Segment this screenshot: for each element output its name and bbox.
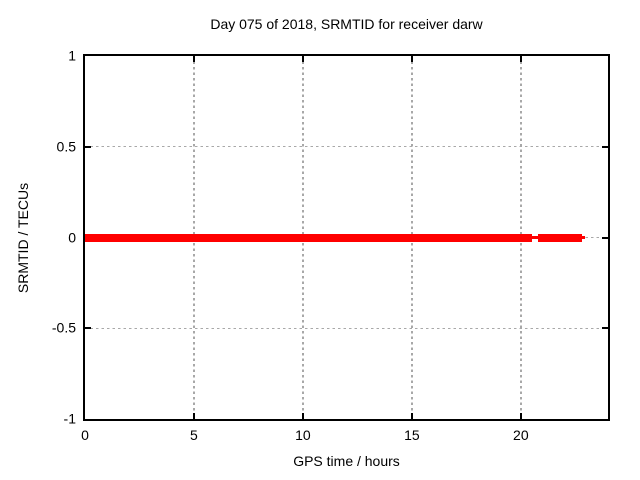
y-tick-label: -0.5 [51, 319, 76, 336]
y-tick-mirror [602, 145, 608, 148]
x-tick [410, 413, 413, 419]
x-tick-mirror [192, 56, 195, 62]
chart-title: Day 075 of 2018, SRMTID for receiver dar… [210, 16, 483, 32]
plot-area: 0 5 10 15 20 -1 -0.5 0 0.5 1 [52, 48, 610, 443]
series-segment [538, 233, 582, 242]
x-tick-mirror [519, 56, 522, 62]
y-tick [85, 145, 91, 148]
series-segment [581, 236, 586, 239]
x-tick [301, 413, 304, 419]
y-gridline [85, 327, 608, 329]
x-tick [192, 413, 195, 419]
x-tick-label: 10 [295, 427, 311, 443]
series-segment [531, 236, 539, 239]
y-tick-label: 0.5 [56, 138, 76, 155]
x-tick [519, 413, 522, 419]
x-tick-mirror [301, 56, 304, 62]
x-axis-label: GPS time / hours [293, 453, 400, 469]
x-tick-label: 5 [190, 427, 198, 443]
y-tick-mirror [602, 327, 608, 330]
x-tick-mirror [410, 56, 413, 62]
y-tick [85, 327, 91, 330]
y-tick-label: 1 [68, 47, 76, 64]
series-segment [85, 233, 532, 242]
y-tick-label: -1 [63, 410, 76, 427]
x-tick-label: 15 [404, 427, 420, 443]
y-tick-label: 0 [68, 229, 76, 245]
y-gridline [85, 146, 608, 148]
y-tick-mirror [602, 236, 608, 239]
y-axis-label: SRMTID / TECUs [15, 182, 32, 293]
x-tick-label: 20 [513, 427, 529, 443]
y-axis-label-wrap: SRMTID / TECUs [2, 54, 44, 421]
x-tick-label: 0 [81, 427, 89, 443]
